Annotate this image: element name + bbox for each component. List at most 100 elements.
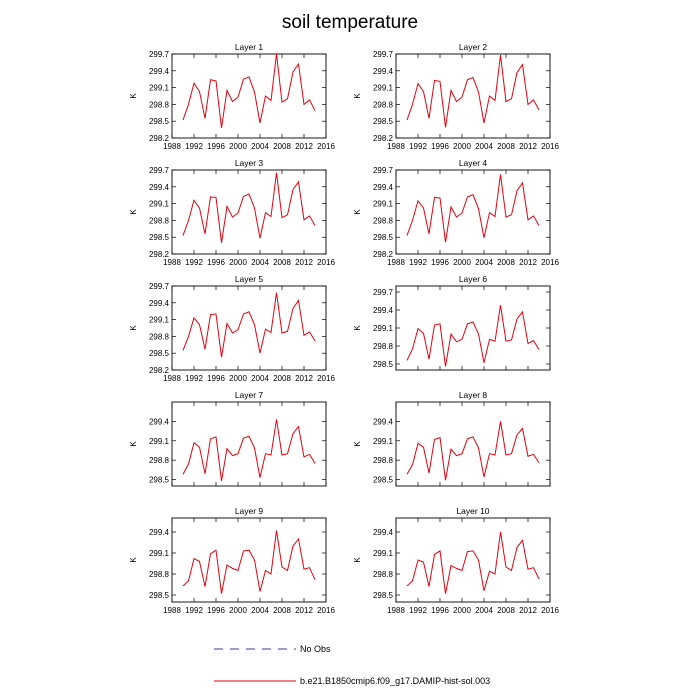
plot-frame <box>395 285 551 371</box>
y-tick-label: 299.7 <box>373 288 394 297</box>
y-tick-label: 298.8 <box>149 332 170 341</box>
x-tick-label: 1996 <box>207 142 225 151</box>
x-tick-label: 1992 <box>409 142 427 151</box>
x-tick-label: 2008 <box>273 606 291 615</box>
x-tick-label: 1996 <box>431 142 449 151</box>
chart-panel-6: Layer 6 298.5 298.8 299.1 299.4 299.7 K <box>353 274 551 371</box>
y-axis-label: K <box>353 93 362 99</box>
x-tick-label: 2000 <box>229 374 247 383</box>
x-tick-label: 2012 <box>519 258 537 267</box>
x-tick-label: 1988 <box>163 374 181 383</box>
series-line <box>182 530 316 594</box>
x-tick-label: 1988 <box>387 606 405 615</box>
x-tick-label: 1988 <box>163 258 181 267</box>
x-tick-label: 2016 <box>541 258 559 267</box>
x-tick-label: 1992 <box>409 606 427 615</box>
y-tick-label: 298.8 <box>373 100 394 109</box>
x-tick-label: 2004 <box>251 374 269 383</box>
x-tick-label: 1996 <box>207 258 225 267</box>
y-tick-label: 298.5 <box>149 117 170 126</box>
x-tick-label: 2000 <box>229 606 247 615</box>
x-tick-label: 1996 <box>207 374 225 383</box>
y-tick-label: 298.2 <box>149 366 170 375</box>
panel-title: Layer 7 <box>235 390 264 400</box>
chart-panel-3: Layer 3 298.2 298.5 298.8 299.1 299.4 299.7 198… <box>129 158 335 267</box>
x-tick-label: 2000 <box>453 142 471 151</box>
x-tick-label: 2000 <box>453 606 471 615</box>
y-tick-label: 298.2 <box>149 134 170 143</box>
x-tick-label: 2004 <box>475 606 493 615</box>
y-tick-label: 298.8 <box>373 570 394 579</box>
x-tick-label: 2016 <box>541 606 559 615</box>
y-tick-label: 299.1 <box>149 549 170 558</box>
y-tick-label: 298.8 <box>373 216 394 225</box>
y-axis-label: K <box>353 209 362 215</box>
x-tick-label: 2016 <box>317 374 335 383</box>
plot-frame <box>395 517 551 603</box>
y-tick-label: 298.5 <box>149 476 170 485</box>
panel-title: Layer 3 <box>235 158 264 168</box>
legend-model-label: b.e21.B1850cmip6.f09_g17.DAMIP-hist-sol.… <box>300 676 490 686</box>
chart-panel-2: Layer 2 298.2 298.5 298.8 299.1 299.4 299.7 198… <box>353 42 559 151</box>
x-tick-label: 2008 <box>497 606 515 615</box>
x-tick-label: 1996 <box>431 606 449 615</box>
figure-title: soil temperature <box>282 12 418 33</box>
panel-title: Layer 9 <box>235 506 264 516</box>
x-tick-label: 2016 <box>541 142 559 151</box>
series-line <box>406 421 540 481</box>
x-tick-label: 2004 <box>475 258 493 267</box>
x-tick-label: 1992 <box>185 258 203 267</box>
plot-frame <box>395 169 551 255</box>
x-tick-label: 2008 <box>273 142 291 151</box>
x-tick-label: 1996 <box>207 606 225 615</box>
y-axis-label: K <box>353 557 362 563</box>
y-tick-label: 299.4 <box>149 528 170 537</box>
y-tick-label: 299.1 <box>373 84 394 93</box>
y-tick-label: 299.4 <box>149 183 170 192</box>
y-axis-label: K <box>129 209 138 215</box>
x-tick-label: 1992 <box>409 258 427 267</box>
chart-panel-7: Layer 7 298.5 298.8 299.1 299.4 K <box>129 390 327 487</box>
plot-frame <box>395 53 551 139</box>
x-tick-label: 2004 <box>251 258 269 267</box>
series-line <box>182 292 316 358</box>
y-tick-label: 298.8 <box>149 456 170 465</box>
y-tick-label: 298.2 <box>149 250 170 259</box>
y-tick-label: 299.7 <box>373 50 394 59</box>
x-tick-label: 1992 <box>185 606 203 615</box>
chart-panel-9: Layer 9 298.5 298.8 299.1 299.4 1988 1992 1996 2… <box>129 506 335 615</box>
series-line <box>406 531 540 594</box>
plot-frame <box>171 517 327 603</box>
x-tick-label: 1992 <box>185 374 203 383</box>
x-tick-label: 2012 <box>519 606 537 615</box>
x-tick-label: 2000 <box>229 142 247 151</box>
plot-frame <box>171 401 327 487</box>
legend-obs-label: No Obs <box>300 644 331 654</box>
y-tick-label: 298.5 <box>149 591 170 600</box>
series-line <box>182 419 316 481</box>
y-tick-label: 299.4 <box>149 417 170 426</box>
x-tick-label: 2012 <box>519 142 537 151</box>
x-tick-label: 2008 <box>273 258 291 267</box>
x-tick-label: 2004 <box>475 142 493 151</box>
y-tick-label: 298.5 <box>373 476 394 485</box>
y-tick-label: 298.8 <box>149 216 170 225</box>
y-tick-label: 299.4 <box>373 183 394 192</box>
x-tick-label: 1988 <box>163 142 181 151</box>
y-tick-label: 299.4 <box>373 67 394 76</box>
x-tick-label: 2000 <box>453 258 471 267</box>
y-axis-label: K <box>129 325 138 331</box>
y-tick-label: 299.7 <box>149 50 170 59</box>
y-axis-label: K <box>353 325 362 331</box>
panel-title: Layer 4 <box>459 158 488 168</box>
y-tick-label: 299.1 <box>373 437 394 446</box>
chart-panel-1: Layer 1 298.2 298.5 298.8 299.1 299.4 299.7 198… <box>129 42 335 151</box>
x-tick-label: 2012 <box>295 142 313 151</box>
x-tick-label: 2016 <box>317 258 335 267</box>
y-tick-label: 298.5 <box>373 591 394 600</box>
x-tick-label: 2008 <box>497 258 515 267</box>
panel-title: Layer 6 <box>459 274 488 284</box>
legend: No Obs b.e21.B1850cmip6.f09_g17.DAMIP-hi… <box>214 644 490 686</box>
y-tick-label: 298.8 <box>149 570 170 579</box>
